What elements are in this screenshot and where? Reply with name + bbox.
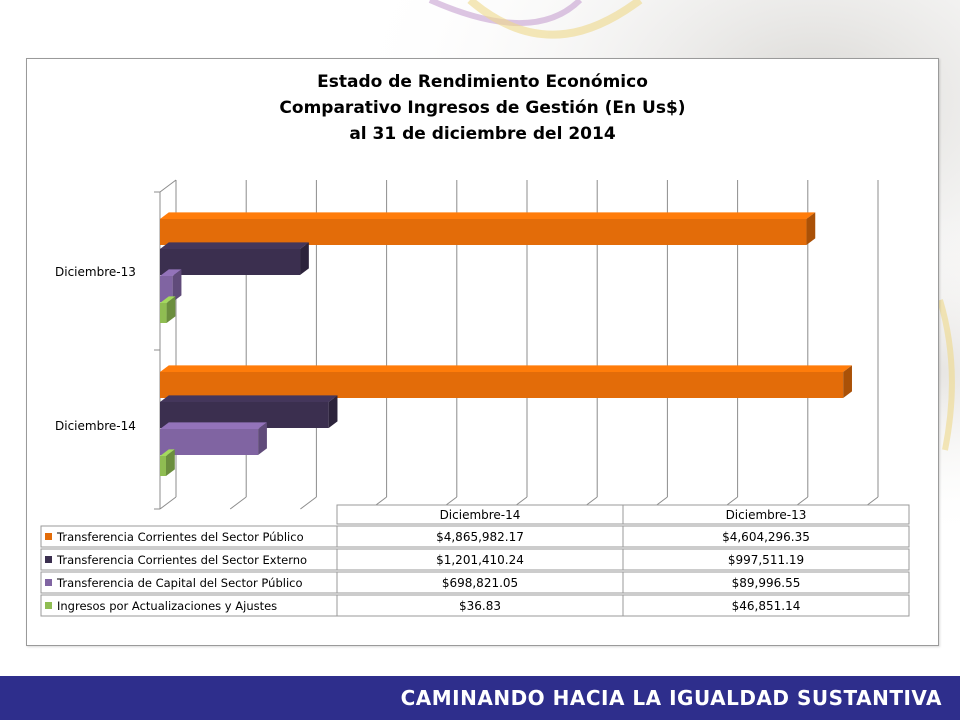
axis-depth <box>159 179 177 193</box>
data-table: Diciembre-14 Diciembre-13 Transferencia Co… <box>40 504 910 617</box>
bar-3-dic14 <box>160 422 267 455</box>
chart-title-line-3: al 31 de diciembre del 2014 <box>349 124 616 144</box>
category-label: Diciembre-14 <box>55 419 136 433</box>
bar-side-face <box>806 212 816 245</box>
bar-top-face <box>160 422 267 429</box>
bar-2-dic13 <box>160 242 309 275</box>
bar-front-face <box>160 249 301 275</box>
bar-front-face <box>160 429 259 455</box>
swoosh-yellow <box>467 0 643 39</box>
legend-swatch <box>45 556 52 563</box>
chart-title-line-2: Comparativo Ingresos de Gestión (En Us$) <box>279 98 686 118</box>
legend-series-name: Transferencia Corrientes del Sector Exte… <box>56 553 307 567</box>
bar-3-dic13 <box>160 269 182 302</box>
bar-top-face <box>160 212 816 219</box>
footer-bar: CAMINANDO HACIA LA IGUALDAD SUSTANTIVA <box>0 676 960 720</box>
chart-title-line-1: Estado de Rendimiento Económico <box>317 72 648 92</box>
table-value-cell <box>622 525 910 548</box>
bar-front-face <box>160 219 807 245</box>
table-value: $1,201,410.24 <box>436 553 524 567</box>
bar-top-face <box>160 242 309 249</box>
table-value: $4,604,296.35 <box>722 530 810 544</box>
footer-slogan: CAMINANDO HACIA LA IGUALDAD SUSTANTIVA <box>400 686 942 710</box>
swoosh-side <box>937 299 955 451</box>
gridline-floor <box>229 496 247 510</box>
chart-title: Estado de Rendimiento Económico Comparat… <box>27 69 938 147</box>
gridline-floor <box>159 496 177 510</box>
table-value-cell <box>622 594 910 617</box>
bar-1-dic14 <box>160 365 852 398</box>
bar-front-face <box>160 276 173 302</box>
bar-4-dic14 <box>160 449 175 476</box>
bar-side-face <box>166 296 176 323</box>
bar-side-face <box>166 449 175 476</box>
bar-4-dic13 <box>160 296 176 323</box>
legend-series-name: Transferencia de Capital del Sector Públ… <box>56 576 303 590</box>
category-label: Diciembre-13 <box>55 265 136 279</box>
bar-side-face <box>843 365 852 398</box>
table-header-label: Diciembre-13 <box>726 508 807 522</box>
bar-side-face <box>172 269 182 302</box>
table-value: $698,821.05 <box>442 576 518 590</box>
legend-series-name: Transferencia Corrientes del Sector Públ… <box>56 530 304 544</box>
table-value: $36.83 <box>459 599 501 613</box>
chart-frame: Estado de Rendimiento Económico Comparat… <box>26 58 939 646</box>
table-header-cell <box>622 504 910 525</box>
table-value: $89,996.55 <box>732 576 801 590</box>
bar-top-face <box>160 365 852 372</box>
legend-series-name: Ingresos por Actualizaciones y Ajustes <box>57 599 277 613</box>
legend-swatch <box>45 602 52 609</box>
bar-1-dic13 <box>160 212 816 245</box>
swoosh-purple <box>428 0 583 27</box>
bar-front-face <box>160 456 166 476</box>
bar-front-face <box>160 372 844 398</box>
bar-side-face <box>328 395 338 428</box>
bar-front-face <box>160 303 167 323</box>
bar-top-face <box>160 395 338 402</box>
table-value-cell <box>622 548 910 571</box>
table-value-cell <box>622 571 910 594</box>
bar-side-face <box>258 422 267 455</box>
table-header-label: Diciembre-14 <box>440 508 521 522</box>
table-value: $46,851.14 <box>732 599 801 613</box>
bar-top-face <box>160 269 182 276</box>
bar-side-face <box>300 242 309 275</box>
legend-swatch <box>45 579 52 586</box>
table-value: $997,511.19 <box>728 553 804 567</box>
bar-top-face <box>160 449 175 456</box>
bar-top-face <box>160 296 176 303</box>
gridline-floor <box>300 496 317 510</box>
table-value: $4,865,982.17 <box>436 530 524 544</box>
legend-swatch <box>45 533 52 540</box>
